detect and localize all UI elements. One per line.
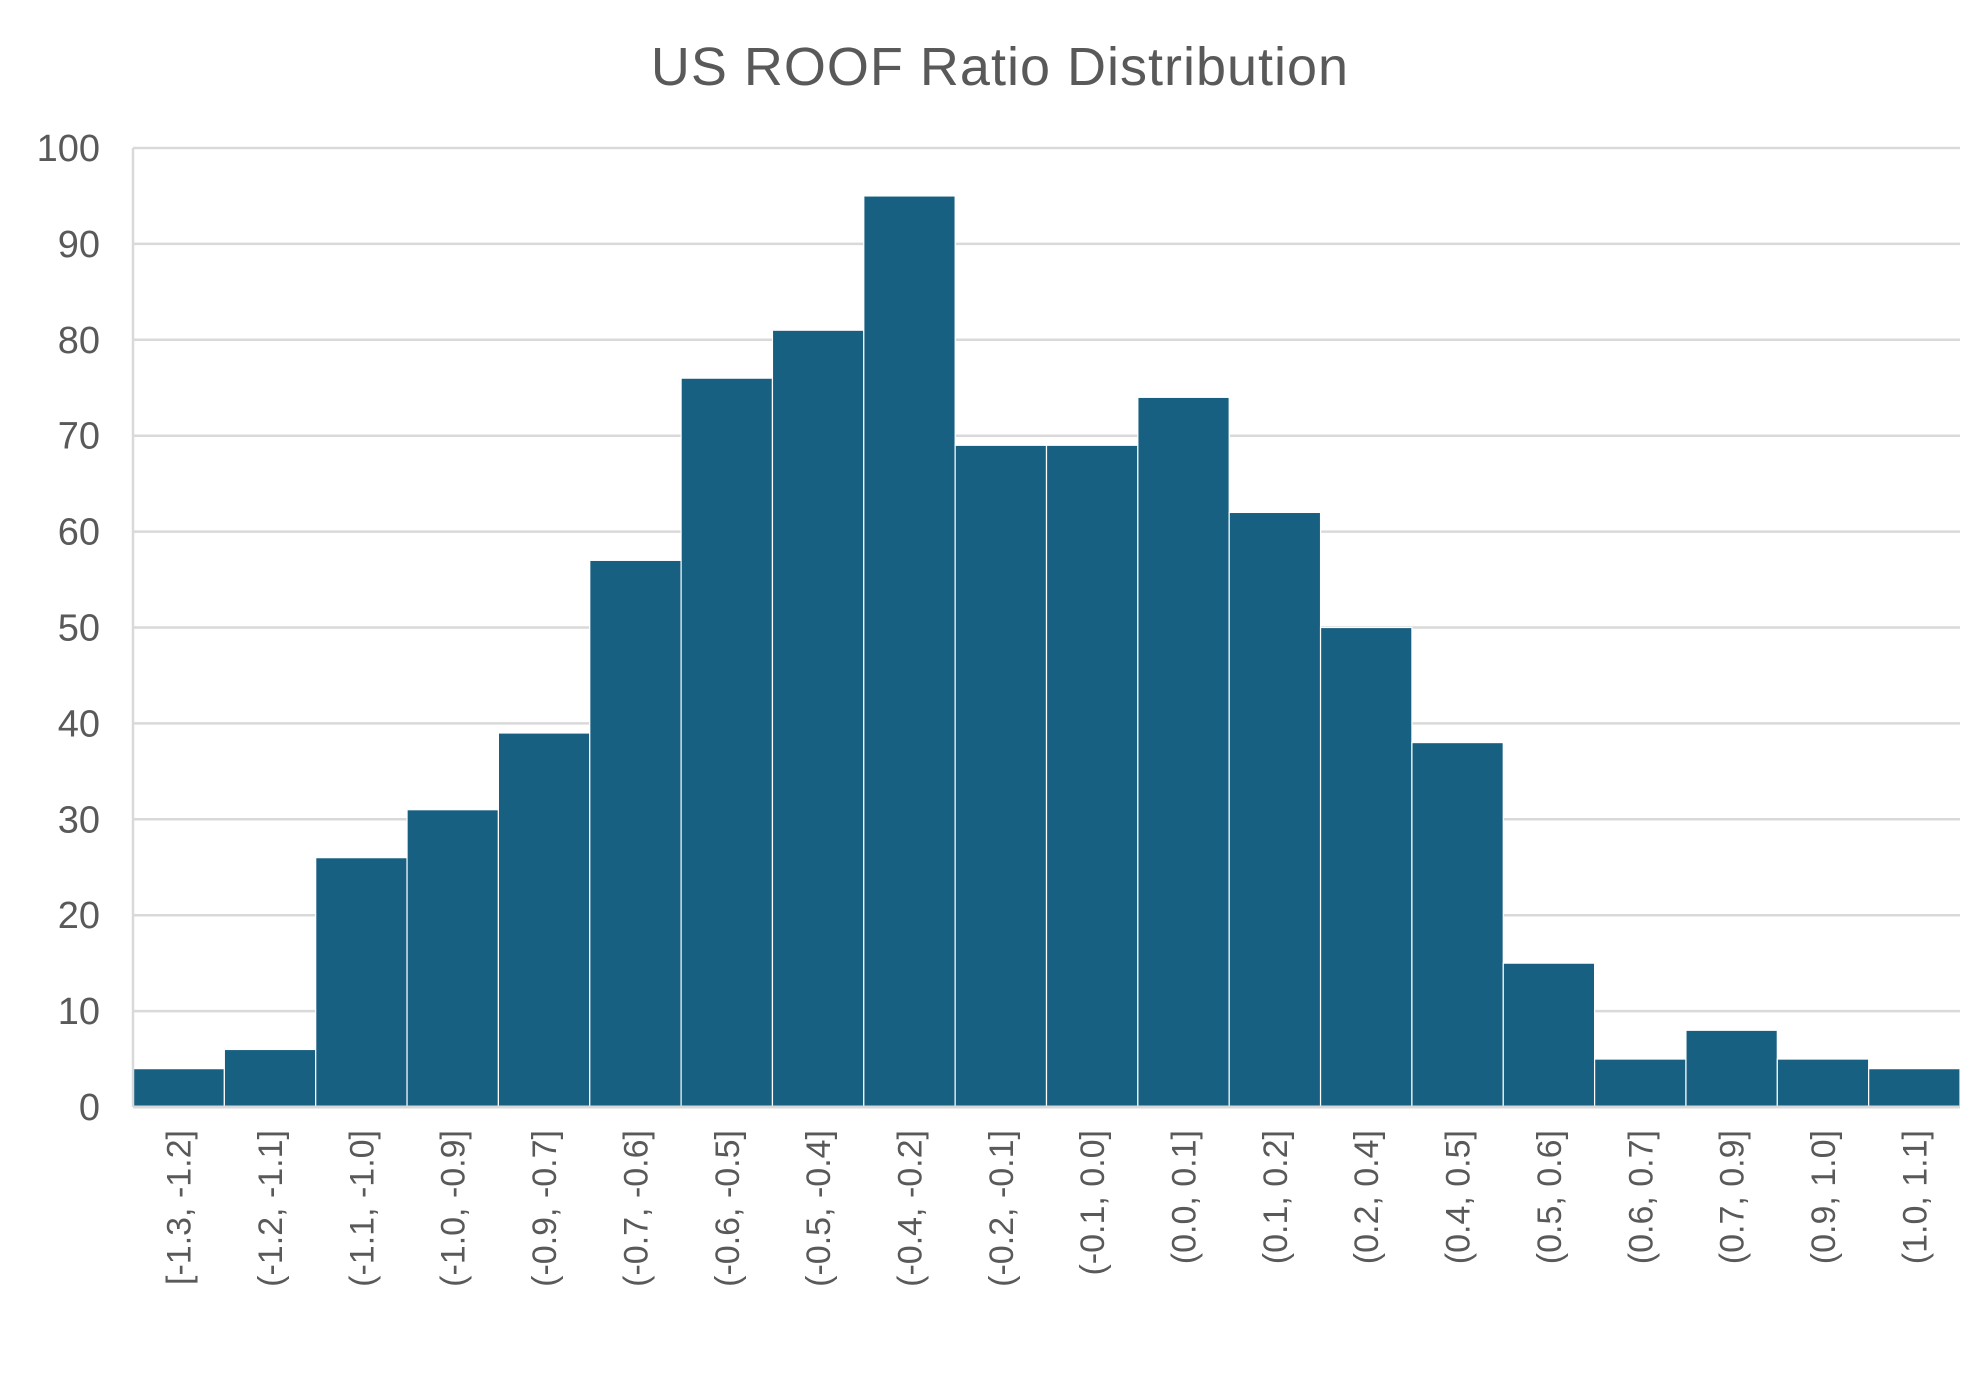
histogram-bar <box>223 1048 317 1108</box>
y-tick-label: 0 <box>79 1087 100 1129</box>
histogram-bar <box>315 857 408 1108</box>
x-tick-label: (-0.5, -0.4] <box>800 1130 838 1287</box>
histogram-bar <box>132 1068 225 1108</box>
histogram-bar <box>1319 626 1413 1108</box>
x-tick-label: (-1.0, -0.9] <box>435 1130 473 1287</box>
histogram-bar <box>1868 1068 1961 1108</box>
y-tick-label: 100 <box>37 128 100 170</box>
y-tick-label: 80 <box>58 320 100 362</box>
y-tick-label: 50 <box>58 608 100 650</box>
x-tick-label: (0.5, 0.6] <box>1531 1130 1569 1264</box>
x-tick-label: (-0.9, -0.7] <box>526 1130 564 1287</box>
histogram-bar <box>1502 962 1596 1108</box>
histogram-bar <box>497 732 591 1108</box>
histogram-bar <box>406 809 499 1108</box>
y-tick-label: 10 <box>58 991 100 1033</box>
y-tick-labels: 0 10 20 30 40 50 60 70 80 90 100 <box>37 128 100 1129</box>
axes <box>131 148 1960 1109</box>
x-tick-label: (0.0, 0.1] <box>1166 1130 1204 1264</box>
x-tick-label: (0.9, 1.0] <box>1805 1130 1843 1264</box>
chart-title: US ROOF Ratio Distribution <box>651 37 1349 97</box>
histogram-bar <box>1228 511 1322 1108</box>
y-tick-label: 90 <box>58 224 100 266</box>
y-tick-label: 40 <box>58 703 100 745</box>
histogram-bar <box>1593 1058 1687 1108</box>
histogram-bar <box>589 559 682 1108</box>
x-tick-label: (0.1, 0.2] <box>1257 1130 1295 1264</box>
x-tick-label: (-0.4, -0.2] <box>891 1130 929 1287</box>
x-tick-label: (0.6, 0.7] <box>1622 1130 1660 1264</box>
histogram-bar <box>1411 741 1504 1108</box>
x-tick-label: (0.7, 0.9] <box>1714 1130 1752 1264</box>
y-tick-label: 30 <box>58 799 100 841</box>
x-tick-label: [-1.3, -1.2] <box>161 1130 199 1285</box>
y-tick-label: 20 <box>58 895 100 937</box>
x-tick-label: (-0.7, -0.6] <box>617 1130 655 1287</box>
x-tick-label: (0.2, 0.4] <box>1348 1130 1386 1264</box>
x-tick-label: (-0.1, 0.0] <box>1074 1130 1112 1276</box>
x-tick-label: (1.0, 1.1] <box>1896 1130 1934 1264</box>
x-tick-labels: [-1.3, -1.2] (-1.2, -1.1] (-1.1, -1.0] (-1.… <box>161 1130 1935 1287</box>
y-tick-label: 60 <box>58 512 100 554</box>
histogram-bar <box>1045 444 1139 1108</box>
histogram-bar <box>680 377 774 1108</box>
histogram-bar <box>1685 1029 1778 1108</box>
histogram-bar <box>1776 1058 1870 1108</box>
histogram-bar <box>954 444 1048 1108</box>
x-tick-label: (-0.6, -0.5] <box>709 1130 747 1287</box>
bars <box>132 195 1961 1108</box>
histogram-bar <box>771 329 865 1108</box>
x-tick-label: (0.4, 0.5] <box>1440 1130 1478 1264</box>
x-tick-label: (-0.2, -0.1] <box>983 1130 1021 1287</box>
histogram-bar <box>1137 396 1230 1108</box>
y-tick-label: 70 <box>58 416 100 458</box>
histogram-bar <box>863 195 956 1108</box>
x-tick-label: (-1.2, -1.1] <box>252 1130 290 1287</box>
x-tick-label: (-1.1, -1.0] <box>343 1130 381 1287</box>
